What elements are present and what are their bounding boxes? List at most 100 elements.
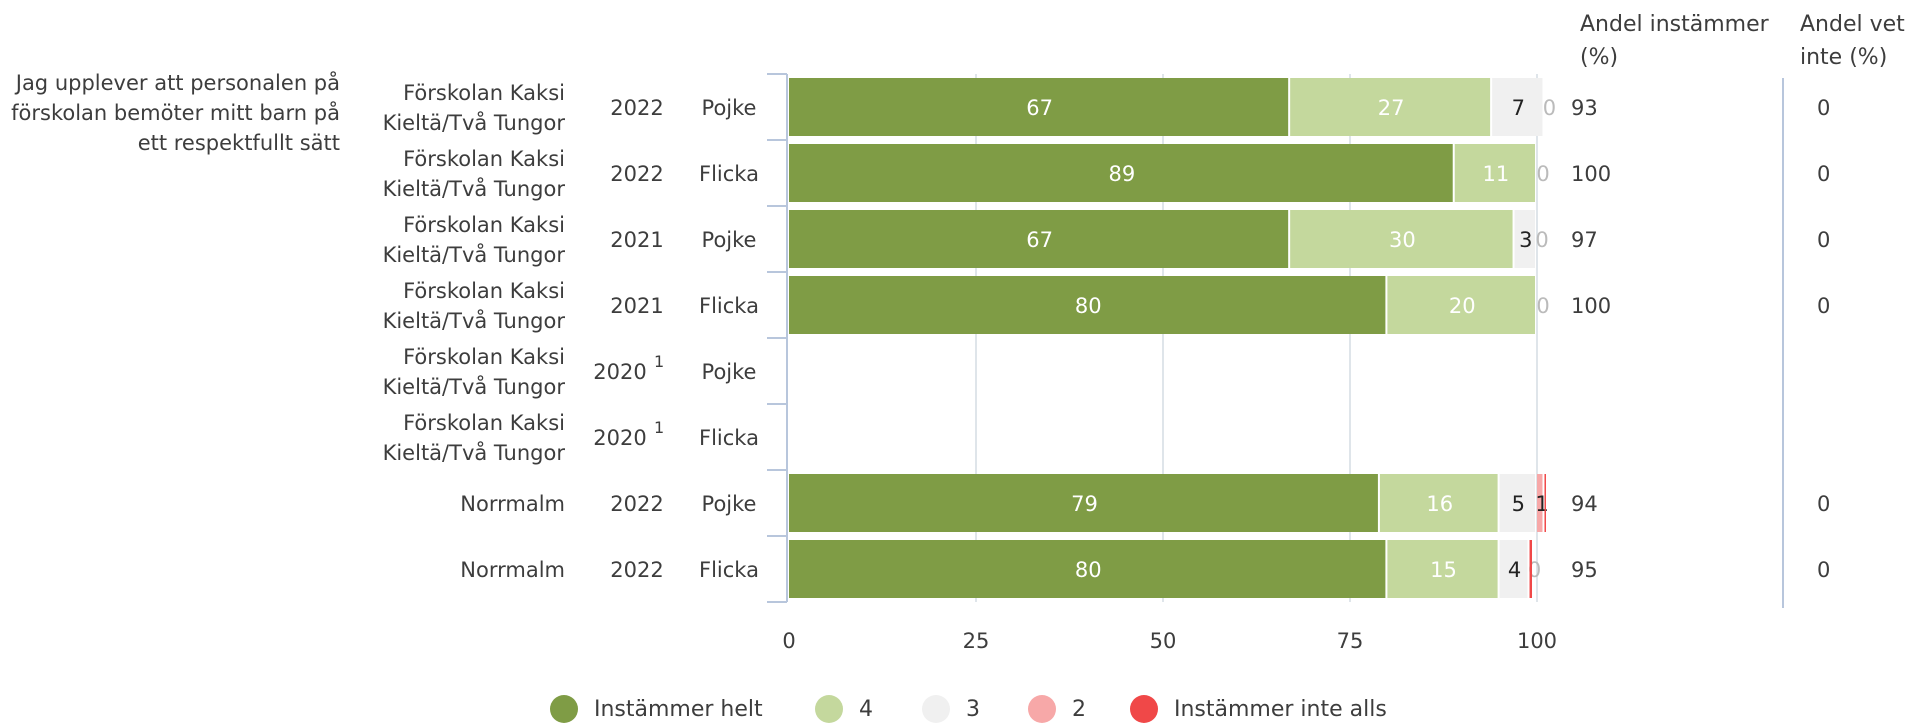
row-year-label: 2020	[593, 426, 646, 450]
dontknow-share-value: 0	[1817, 558, 1830, 582]
row-unit-label: Förskolan Kaksi Kieltä/Två Tungor	[383, 213, 566, 267]
bar-segment	[1387, 540, 1498, 598]
bar-data-label: 15	[1430, 558, 1457, 582]
legend-swatch-icon	[815, 695, 843, 723]
bar-data-label: 16	[1426, 492, 1453, 516]
bar-data-label: 0	[1535, 228, 1548, 252]
bar-data-label: 89	[1108, 162, 1135, 186]
dontknow-share-value: 0	[1817, 492, 1830, 516]
legend-item: Instämmer helt	[550, 695, 763, 723]
legend-item: 2	[1028, 695, 1086, 723]
bar-segment	[1290, 210, 1513, 268]
bar-segment	[1537, 474, 1543, 532]
bar-segment	[1499, 474, 1535, 532]
bar-segment	[1454, 144, 1535, 202]
x-tick-label: 50	[1150, 629, 1177, 653]
header-agree-column: Andel instämmer (%)	[1580, 12, 1769, 70]
row-unit-label: Förskolan Kaksi Kieltä/Två Tungor	[383, 345, 566, 399]
bar-data-label: 11	[1482, 162, 1509, 186]
header-dontknow-column: Andel vet inte (%)	[1800, 12, 1905, 70]
dontknow-share-value: 0	[1817, 294, 1830, 318]
bar-data-label: 67	[1026, 96, 1053, 120]
bar-segment	[789, 78, 1289, 136]
row-footnote: 1	[654, 352, 664, 371]
dontknow-share-value: 0	[1817, 228, 1830, 252]
legend-swatch-icon	[922, 695, 950, 723]
row-gender-label: Pojke	[702, 228, 757, 252]
row-year-label: 2020	[593, 360, 646, 384]
x-tick-label: 0	[782, 629, 795, 653]
bar-segment	[1499, 540, 1528, 598]
bar-segment	[1387, 276, 1535, 334]
bar-data-label: 0	[1543, 96, 1556, 120]
legend-swatch-icon	[1028, 695, 1056, 723]
agree-share-value: 100	[1571, 294, 1611, 318]
bar-data-label: 30	[1389, 228, 1416, 252]
bar-segment	[1514, 210, 1535, 268]
row-year-label: 2021	[610, 228, 663, 252]
row-gender-label: Pojke	[702, 96, 757, 120]
bar-data-label: 80	[1075, 294, 1102, 318]
legend-label: Instämmer helt	[594, 696, 763, 722]
question-text: Jag upplever att personalen på förskolan…	[11, 71, 340, 155]
row-gender-label: Flicka	[699, 558, 759, 582]
legend-item: 3	[922, 695, 980, 723]
row-unit-label: Norrmalm	[460, 492, 565, 516]
agree-share-value: 95	[1571, 558, 1598, 582]
legend-label: Instämmer inte alls	[1174, 696, 1387, 722]
row-gender-label: Flicka	[699, 162, 759, 186]
bar-segment	[789, 474, 1378, 532]
bar-segment	[789, 210, 1289, 268]
bar-segment	[1290, 78, 1491, 136]
legend-swatch-icon	[550, 695, 578, 723]
row-unit-label: Förskolan Kaksi Kieltä/Två Tungor	[383, 279, 566, 333]
legend-label: 3	[966, 696, 980, 722]
bar-data-label: 27	[1378, 96, 1405, 120]
bar-data-label: 0	[1536, 162, 1549, 186]
bar-segment	[1379, 474, 1498, 532]
dontknow-share-value: 0	[1817, 162, 1830, 186]
bar-data-label: 20	[1449, 294, 1476, 318]
bar-data-label: 1	[1535, 492, 1548, 516]
legend-label: 4	[859, 696, 873, 722]
legend: Instämmer helt 4 3 2 Instämmer inte alls	[0, 695, 1925, 725]
bar-data-label: 0	[1536, 294, 1549, 318]
agree-share-value: 100	[1571, 162, 1611, 186]
row-gender-label: Pojke	[702, 360, 757, 384]
row-gender-label: Pojke	[702, 492, 757, 516]
bar-segment	[789, 540, 1386, 598]
legend-item: Instämmer inte alls	[1130, 695, 1387, 723]
row-unit-label: Förskolan Kaksi Kieltä/Två Tungor	[383, 81, 566, 135]
row-footnote: 1	[654, 418, 664, 437]
row-year-label: 2021	[610, 294, 663, 318]
legend-swatch-icon	[1130, 695, 1158, 723]
agree-share-value: 93	[1571, 96, 1598, 120]
x-tick-label: 25	[963, 629, 990, 653]
row-year-label: 2022	[610, 492, 663, 516]
bar-segment	[1544, 474, 1546, 532]
row-year-label: 2022	[610, 96, 663, 120]
row-year-label: 2022	[610, 162, 663, 186]
row-gender-label: Flicka	[699, 426, 759, 450]
row-gender-label: Flicka	[699, 294, 759, 318]
bar-data-label: 80	[1075, 558, 1102, 582]
legend-item: 4	[815, 695, 873, 723]
dontknow-share-value: 0	[1817, 96, 1830, 120]
bar-segment	[1492, 78, 1543, 136]
x-tick-label: 75	[1337, 629, 1364, 653]
agree-share-value: 94	[1571, 492, 1598, 516]
bar-data-label: 3	[1519, 228, 1532, 252]
row-unit-label: Förskolan Kaksi Kieltä/Två Tungor	[383, 147, 566, 201]
bar-segment	[789, 276, 1386, 334]
legend-label: 2	[1072, 696, 1086, 722]
bar-data-label: 5	[1512, 492, 1525, 516]
x-tick-label: 100	[1517, 629, 1557, 653]
bar-data-label: 4	[1508, 558, 1521, 582]
row-unit-label: Förskolan Kaksi Kieltä/Två Tungor	[383, 411, 566, 465]
bar-segment	[1529, 540, 1533, 598]
row-unit-label: Norrmalm	[460, 558, 565, 582]
bar-data-label: 79	[1071, 492, 1098, 516]
bar-segment	[789, 144, 1453, 202]
bar-data-label: 67	[1026, 228, 1053, 252]
